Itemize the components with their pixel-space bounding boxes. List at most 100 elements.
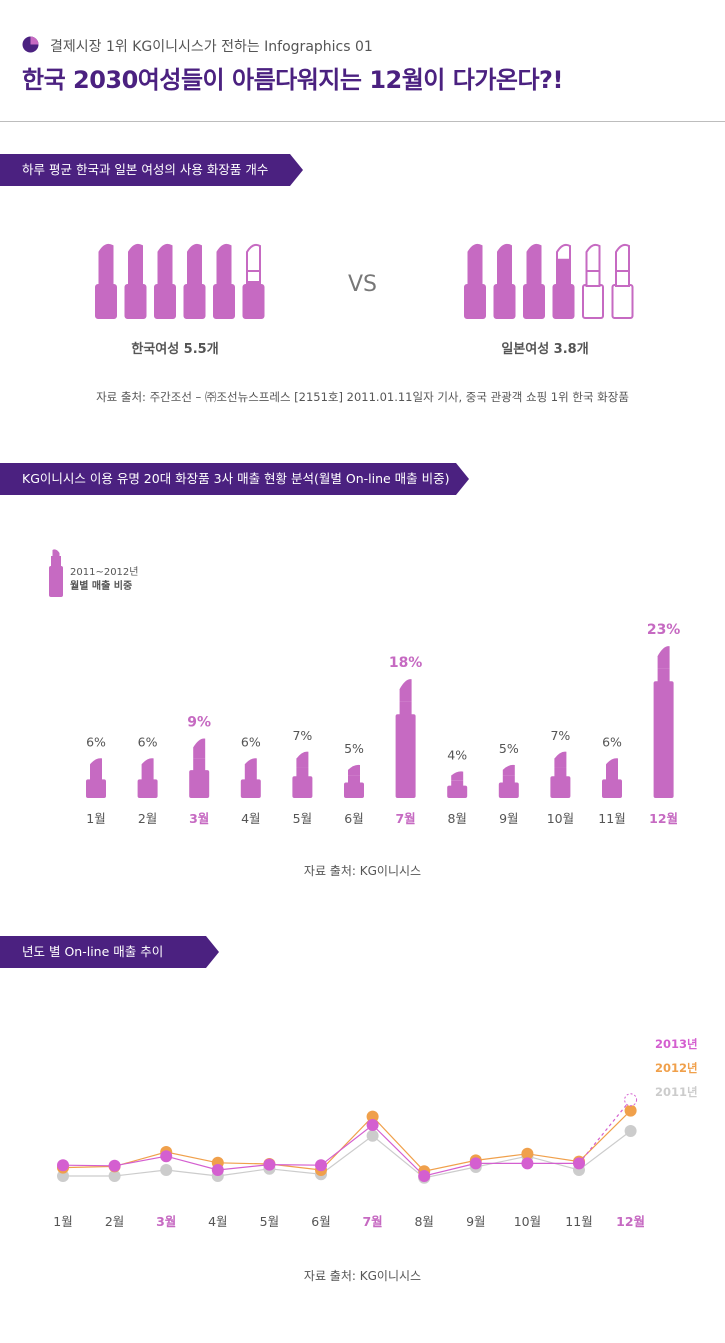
bar-3 [189, 738, 210, 798]
bar-value-label: 6% [241, 734, 261, 749]
korea-lipstick-icons [95, 243, 265, 319]
x-tick-label: 7월 [362, 1214, 382, 1229]
x-tick-label: 1월 [53, 1214, 72, 1229]
bar-1 [86, 758, 106, 798]
legend-2012년: 2012년 [655, 1061, 698, 1075]
pie-chart-icon [22, 36, 39, 53]
header-subtitle: 결제시장 1위 KG이니시스가 전하는 Infographics 01 [50, 39, 373, 55]
x-tick-label: 2월 [105, 1214, 124, 1229]
japan-lipstick-5 [582, 243, 604, 319]
bar-value-label: 6% [86, 734, 106, 749]
line-legend: 2013년 2012년 2011년 [655, 1037, 698, 1099]
series-point [366, 1119, 379, 1131]
series-point [160, 1150, 173, 1163]
page-title: 한국 2030여성들이 아름다워지는 12월이 다가온다?! [22, 66, 563, 94]
series-point [521, 1147, 534, 1160]
bar-value-label: 18% [389, 655, 423, 671]
x-tick-label: 8월 [447, 811, 466, 826]
bar-11 [602, 758, 622, 798]
bar-6 [344, 764, 364, 798]
japan-lipstick-6 [611, 243, 634, 319]
x-tick-label: 6월 [344, 811, 363, 826]
bar-value-label: 9% [187, 715, 211, 731]
series-point [263, 1158, 276, 1171]
japan-lipstick-4 [552, 243, 575, 319]
bar-2 [137, 758, 158, 798]
bar-value-label: 6% [602, 734, 622, 749]
series-line [63, 1130, 631, 1179]
x-tick-label: 2월 [138, 811, 157, 826]
series-point [521, 1157, 534, 1170]
series-2011년 [57, 1125, 637, 1184]
x-tick-label: 9월 [499, 811, 518, 826]
bar-8 [447, 771, 468, 798]
x-tick-label: 3월 [189, 811, 209, 826]
legend-2011년: 2011년 [655, 1085, 698, 1099]
x-tick-label: 7월 [395, 811, 415, 826]
series-point [573, 1157, 585, 1170]
bar-12 [653, 646, 674, 798]
x-tick-label: 5월 [293, 811, 312, 826]
x-tick-label: 11월 [598, 811, 625, 826]
bar-5 [292, 751, 313, 798]
series-point [418, 1170, 431, 1182]
bar-value-label: 7% [292, 728, 312, 743]
bar-value-label: 6% [138, 734, 158, 749]
japan-lipstick-1 [464, 243, 486, 319]
section1-source: 자료 출처: 주간조선 – ㈜조선뉴스프레스 [2151호] 2011.01.1… [96, 390, 629, 404]
series-point [624, 1093, 638, 1107]
series-2013년 [57, 1093, 638, 1182]
legend-line-1: 2011~2012년 [70, 566, 138, 578]
header-divider [0, 121, 725, 122]
section3-banner: 년도 별 On-line 매출 추이 [0, 936, 219, 968]
series-point [57, 1170, 69, 1182]
line-marks [57, 1093, 638, 1184]
japan-lipstick-icons [464, 243, 634, 319]
series-point [160, 1164, 173, 1176]
x-tick-label: 3월 [156, 1214, 176, 1229]
x-tick-label: 12월 [649, 811, 678, 826]
section2-source: 자료 출처: KG이니시스 [303, 864, 422, 878]
korea-lipstick-1 [95, 243, 117, 319]
bar-value-label: 5% [499, 741, 519, 756]
series-point [108, 1170, 121, 1182]
series-point [366, 1129, 379, 1142]
x-tick-label: 10월 [514, 1214, 541, 1229]
vs-text: VS [347, 272, 377, 297]
korea-lipstick-5 [213, 243, 235, 319]
x-tick-label: 5월 [260, 1214, 279, 1229]
bar-7 [395, 679, 416, 798]
korea-lipstick-4 [183, 243, 206, 319]
section2-banner: KG이니시스 이용 유명 20대 화장품 3사 매출 현황 분석(월별 On-l… [0, 463, 469, 495]
x-tick-label: 9월 [466, 1214, 485, 1229]
legend-line-2: 월별 매출 비중 [70, 579, 132, 592]
bar-value-label: 7% [550, 728, 570, 743]
x-tick-label: 4월 [208, 1214, 227, 1229]
bar-9 [498, 764, 519, 798]
series-point [57, 1159, 69, 1172]
japan-lipstick-2 [493, 243, 516, 319]
x-tick-label: 11월 [565, 1214, 592, 1229]
bar-4 [240, 758, 261, 798]
yearly-trend-chart: 2013년 2012년 2011년 1월 2월 3월 4월 5월 6월 7월 8월 9월 10월 11월… [53, 1037, 698, 1229]
lipstick-comparison [95, 243, 634, 319]
series-point [624, 1104, 637, 1117]
section3-source: 자료 출처: KG이니시스 [303, 1269, 422, 1283]
legend-2013년: 2013년 [655, 1037, 698, 1051]
series-point [108, 1159, 121, 1172]
monthly-share-chart: 2011~2012년 월별 매출 비중 6% 1월 6% 2월 9% 3월 6% 4월 7% 5월… [49, 549, 681, 826]
bar-value-label: 23% [647, 622, 681, 638]
series-point [315, 1159, 327, 1172]
korea-lipstick-3 [154, 243, 176, 319]
bar-value-label: 5% [344, 741, 364, 756]
japan-label: 일본여성 3.8개 [501, 342, 589, 357]
bar-value-label: 4% [447, 748, 467, 763]
x-tick-label: 4월 [241, 811, 260, 826]
japan-lipstick-3 [523, 243, 545, 319]
series-point [624, 1125, 637, 1137]
series-point [366, 1110, 379, 1123]
section1-banner: 하루 평균 한국과 일본 여성의 사용 화장품 개수 [0, 154, 303, 186]
legend-lipstick-icon [49, 549, 63, 597]
series-line [62, 1110, 632, 1172]
series-line-projected [578, 1099, 632, 1164]
